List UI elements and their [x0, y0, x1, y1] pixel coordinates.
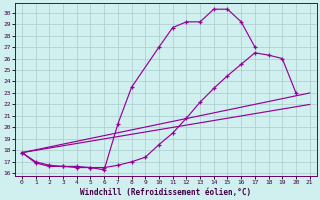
- X-axis label: Windchill (Refroidissement éolien,°C): Windchill (Refroidissement éolien,°C): [80, 188, 252, 197]
